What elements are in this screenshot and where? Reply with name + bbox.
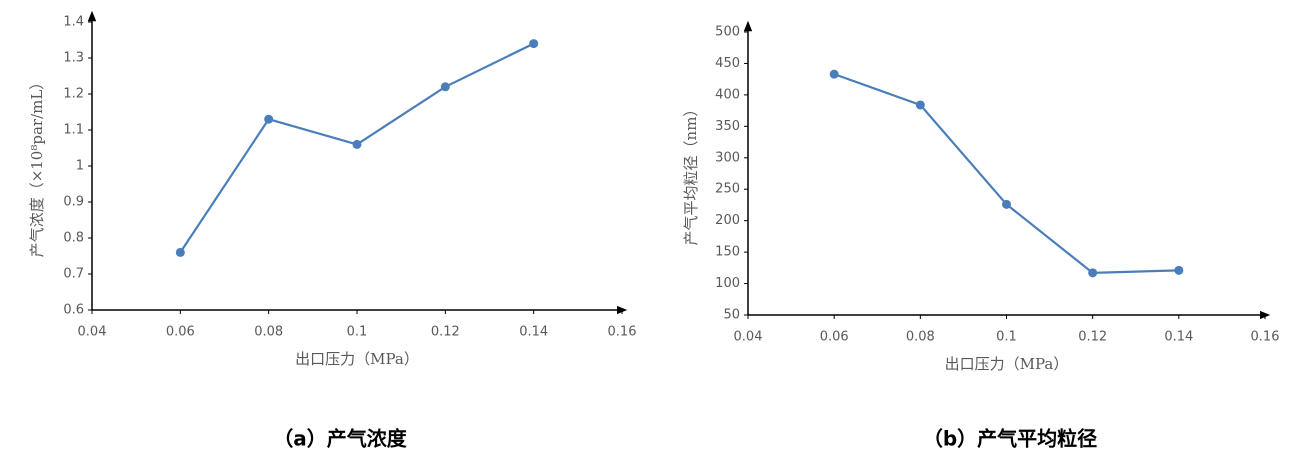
- y-tick-label: 1.3: [63, 51, 84, 66]
- y-tick-label: 450: [715, 56, 740, 71]
- x-tick-label: 0.12: [431, 325, 460, 340]
- y-tick-label: 0.6: [63, 303, 84, 318]
- y-tick-label: 350: [715, 119, 740, 134]
- y-tick-label: 0.7: [63, 267, 84, 282]
- caption: （b）产气平均粒径: [923, 427, 1097, 451]
- x-tick-label: 0.08: [254, 325, 283, 340]
- y-tick-label: 250: [715, 182, 740, 197]
- x-tick-label: 0.1: [996, 330, 1017, 345]
- y-tick-label: 1.1: [63, 123, 84, 138]
- y-tick-label: 100: [715, 276, 740, 291]
- data-point: [529, 39, 539, 49]
- x-axis-title: 出口压力（MPa）: [295, 350, 419, 368]
- y-tick-label: 50: [723, 308, 740, 323]
- data-point: [175, 247, 185, 257]
- y-tick-label: 200: [715, 213, 740, 228]
- data-point: [915, 100, 925, 110]
- x-tick-label: 0.16: [608, 325, 637, 340]
- data-point: [1088, 268, 1098, 278]
- y-tick-label: 500: [715, 25, 740, 40]
- y-tick-label: 300: [715, 150, 740, 165]
- x-tick-label: 0.06: [166, 325, 195, 340]
- y-tick-label: 1: [76, 159, 84, 174]
- x-tick-label: 0.14: [1164, 330, 1193, 345]
- x-tick-label: 0.06: [820, 330, 849, 345]
- x-axis-title: 出口压力（MPa）: [945, 355, 1069, 373]
- data-point: [440, 82, 450, 92]
- data-point: [264, 114, 274, 124]
- data-point: [1002, 199, 1011, 209]
- x-tick-label: 0.04: [78, 325, 107, 340]
- y-tick-label: 400: [715, 87, 740, 102]
- data-line: [833, 73, 1179, 274]
- x-tick-label: 0.04: [734, 330, 763, 345]
- y-tick-label: 0.9: [63, 195, 84, 210]
- x-tick-label: 0.12: [1078, 330, 1107, 345]
- x-tick-label: 0.08: [906, 330, 935, 345]
- y-tick-label: 0.8: [63, 231, 84, 246]
- y-tick-label: 1.2: [63, 87, 84, 102]
- x-tick-label: 0.14: [519, 325, 548, 340]
- x-tick-label: 0.1: [347, 325, 368, 340]
- data-point: [1174, 265, 1184, 275]
- data-point: [829, 69, 839, 79]
- y-tick-label: 1.4: [63, 15, 84, 30]
- y-tick-label: 150: [715, 245, 740, 260]
- y-axis-title: 产气浓度（×10⁸par/mL）: [28, 75, 46, 258]
- data-point: [352, 139, 362, 149]
- y-axis-title: 产气平均粒径（nm）: [682, 102, 700, 246]
- caption: （a）产气浓度: [273, 427, 407, 451]
- x-tick-label: 0.16: [1251, 330, 1280, 345]
